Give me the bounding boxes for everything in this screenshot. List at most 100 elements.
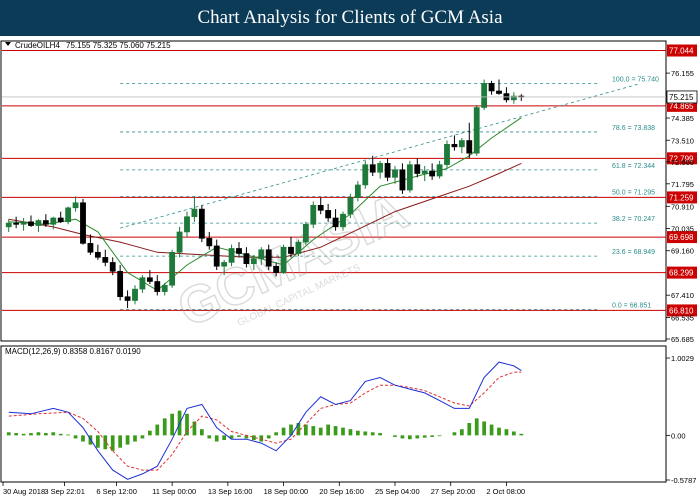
candle-body <box>72 202 79 209</box>
price-tick-label: 76.155 <box>671 69 694 78</box>
current-price-tag <box>666 90 698 104</box>
candle-body <box>20 221 27 225</box>
panel-collapse-icon[interactable] <box>5 42 11 46</box>
candle-body <box>228 248 235 263</box>
candle-body <box>57 217 64 223</box>
price-tick-label: 71.795 <box>671 180 694 189</box>
time-tick-label: 11 Sep 00:00 <box>152 487 196 496</box>
time-tick-label: 27 Sep 20:00 <box>431 487 476 496</box>
candle-body <box>191 208 198 218</box>
time-tick-label: 30 Aug 2018 <box>3 487 45 496</box>
macd-tick-label: 0.00 <box>671 431 686 440</box>
sr-price-tag <box>667 191 697 204</box>
candle-body <box>399 169 406 191</box>
time-tick-label: 3 Sep 22:01 <box>44 487 84 496</box>
candle-body <box>102 257 109 263</box>
fib-level-label: 100.0 = 75.740 <box>612 77 659 84</box>
candlestick-series <box>2 79 666 309</box>
candle-body <box>325 210 332 219</box>
candle-body <box>161 284 168 292</box>
time-tick-label: 6 Sep 12:00 <box>96 487 136 496</box>
sr-price-label: 66.810 <box>669 306 694 315</box>
fib-level-label: 23.6 = 68.949 <box>612 249 655 256</box>
candle-body <box>288 246 294 254</box>
price-tick-label: 70.910 <box>671 202 694 211</box>
candle-body <box>146 277 153 282</box>
price-panel-frame <box>0 40 667 342</box>
candle-body <box>384 163 391 178</box>
candle-body <box>258 249 265 259</box>
time-tick-label: 25 Sep 04:00 <box>375 487 420 496</box>
candle-body <box>429 170 436 177</box>
sr-price-tag <box>667 152 697 165</box>
current-price-label: 75.215 <box>669 93 694 102</box>
candle-body <box>473 107 480 154</box>
candle-body <box>444 144 450 165</box>
candle-body <box>488 83 495 92</box>
macd-label: MACD(12,26,9) 0.8358 0.8167 0.0190 <box>5 347 141 356</box>
time-tick-label: 2 Oct 08:00 <box>486 487 525 496</box>
candle-body <box>406 164 413 191</box>
candle-body <box>332 217 339 228</box>
price-tick-label: 65.685 <box>671 335 694 344</box>
macd-panel-frame <box>0 345 667 483</box>
candle-body <box>154 281 161 292</box>
candle-body <box>13 222 20 225</box>
time-tick-label: 13 Sep 16:00 <box>208 487 253 496</box>
candle-body <box>87 243 94 253</box>
sr-price-tag <box>667 44 697 57</box>
sr-price-label: 72.799 <box>669 154 694 163</box>
macd-tick-label: -0.5787 <box>671 476 696 485</box>
banner-title: Chart Analysis for Clients of GCM Asia <box>0 0 700 36</box>
candle-body <box>80 202 86 244</box>
candle-body <box>347 197 354 215</box>
candle-body <box>132 288 138 301</box>
candle-body <box>481 83 488 108</box>
fib-level-label: 78.6 = 73.838 <box>612 125 655 132</box>
fib-level-label: 50.0 = 71.295 <box>612 190 655 197</box>
candle-body <box>458 140 465 148</box>
candle-body <box>176 231 183 253</box>
candle-body <box>198 208 205 239</box>
time-axis: 30 Aug 2018 3 Sep 22:01 6 Sep 12:00 11 Sep … <box>2 482 525 496</box>
candle-body <box>213 245 220 267</box>
fib-level-label: 0.0 = 66.851 <box>612 302 651 309</box>
support-resistance-layer: 77.044 74.865 72.799 71.259 69.698 68.299 66.8… <box>2 44 697 317</box>
price-tick-label: 67.410 <box>671 291 694 300</box>
candle-body <box>109 262 116 272</box>
candle-body <box>273 265 280 273</box>
sr-price-tag <box>667 266 697 279</box>
candle-body <box>250 258 257 264</box>
candle-body <box>5 222 12 228</box>
sr-price-label: 68.299 <box>669 269 694 278</box>
candle-body <box>496 90 502 94</box>
price-tick-label: 70.035 <box>671 225 694 234</box>
candle-body <box>466 140 473 154</box>
fib-level-label: 38.2 = 70.247 <box>612 216 655 223</box>
fib-level-label: 61.8 = 72.344 <box>612 163 655 170</box>
candle-body <box>414 164 421 174</box>
price-tick-label: 74.385 <box>671 114 694 123</box>
sr-price-tag <box>667 304 697 317</box>
macd-indicator: 1.0029 0.00 -0.5787 <box>6 354 696 485</box>
price-tick-label: 69.160 <box>671 247 694 256</box>
candle-body <box>510 95 517 101</box>
sr-price-tag <box>667 231 697 244</box>
candle-body <box>302 224 309 243</box>
candle-body <box>354 184 361 198</box>
sr-price-label: 71.259 <box>669 193 694 202</box>
candle-body <box>243 253 250 264</box>
candle-body <box>436 164 443 177</box>
candle-body <box>310 204 317 225</box>
candle-body <box>184 216 190 233</box>
sr-price-label: 74.865 <box>669 102 694 111</box>
candle-body <box>28 221 34 226</box>
ma-fast-line <box>8 117 522 292</box>
sr-price-label: 77.044 <box>669 47 694 56</box>
candle-body <box>65 207 72 223</box>
price-axis: 76.155 75.215 74.385 73.510 72.660 71.795 70.9… <box>666 69 698 344</box>
sr-price-label: 69.698 <box>669 233 694 242</box>
candle-body <box>42 220 49 225</box>
fibonacci-layer: 100.0 = 75.740 78.6 = 73.838 61.8 = 72.344… <box>120 77 659 310</box>
candle-body <box>317 204 324 211</box>
